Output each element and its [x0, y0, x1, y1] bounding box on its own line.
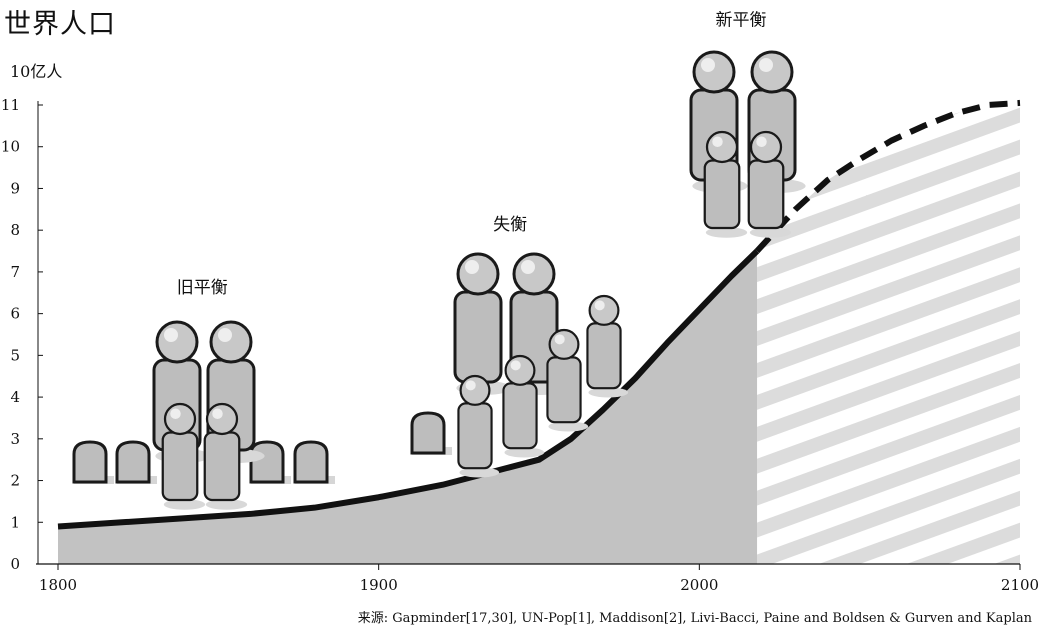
- person-icon: [546, 328, 589, 432]
- y-tick-label: 8: [10, 221, 20, 239]
- person-icon: [747, 130, 792, 238]
- x-tick-label: 1800: [39, 576, 77, 594]
- person-icon: [453, 252, 512, 395]
- gravestone-icon: [410, 411, 452, 455]
- historical-area: [58, 251, 758, 564]
- gravestone-icon: [293, 440, 335, 484]
- y-tick-label: 3: [10, 430, 20, 448]
- phase-label: 新平衡: [716, 11, 767, 31]
- projection-area: [757, 102, 1020, 564]
- y-tick-label: 11: [1, 96, 20, 114]
- x-tick-label: 2000: [680, 576, 718, 594]
- chart-title: 世界人口: [4, 9, 116, 40]
- person-icon: [203, 402, 248, 510]
- x-tick-label: 2100: [1001, 576, 1038, 594]
- person-icon: [703, 130, 748, 238]
- person-icon: [161, 402, 206, 510]
- person-icon: [586, 294, 629, 398]
- y-tick-label: 7: [10, 263, 20, 281]
- y-tick-label: 9: [10, 179, 20, 197]
- y-tick-label: 0: [10, 555, 20, 573]
- projection-line: [754, 99, 1021, 254]
- x-tick-label: 1900: [360, 576, 398, 594]
- historical-line: [57, 248, 760, 530]
- gravestone-icon: [72, 440, 114, 484]
- y-tick-label: 1: [10, 513, 20, 531]
- gravestone-icon: [115, 440, 157, 484]
- y-tick-label: 4: [10, 388, 20, 406]
- phase-label: 失衡: [493, 215, 527, 235]
- y-axis-unit-label: 10亿人: [10, 62, 63, 81]
- y-tick-label: 5: [10, 346, 20, 364]
- gravestone-icon: [249, 440, 291, 484]
- phase-label: 旧平衡: [177, 278, 228, 298]
- source-note: 来源: Gapminder[17,30], UN-Pop[1], Maddiso…: [357, 611, 1032, 626]
- y-tick-label: 10: [1, 138, 20, 156]
- y-tick-label: 6: [10, 305, 20, 323]
- y-tick-label: 2: [10, 472, 20, 490]
- people-figures: [72, 50, 806, 510]
- person-icon: [457, 374, 500, 478]
- person-icon: [502, 354, 545, 458]
